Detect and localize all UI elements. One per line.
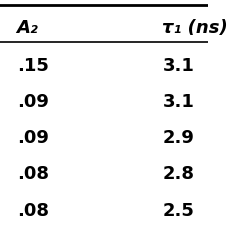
- Text: .15: .15: [17, 57, 48, 74]
- Text: 2.8: 2.8: [162, 165, 194, 183]
- Text: 3.1: 3.1: [162, 93, 194, 111]
- Text: 2.5: 2.5: [162, 202, 194, 219]
- Text: .09: .09: [17, 93, 48, 111]
- Text: .09: .09: [17, 129, 48, 147]
- Text: 3.1: 3.1: [162, 57, 194, 74]
- Text: 2.9: 2.9: [162, 129, 194, 147]
- Text: A₂: A₂: [17, 19, 38, 37]
- Text: .08: .08: [17, 165, 49, 183]
- Text: .08: .08: [17, 202, 49, 219]
- Text: τ₁ (ns): τ₁ (ns): [162, 19, 228, 37]
